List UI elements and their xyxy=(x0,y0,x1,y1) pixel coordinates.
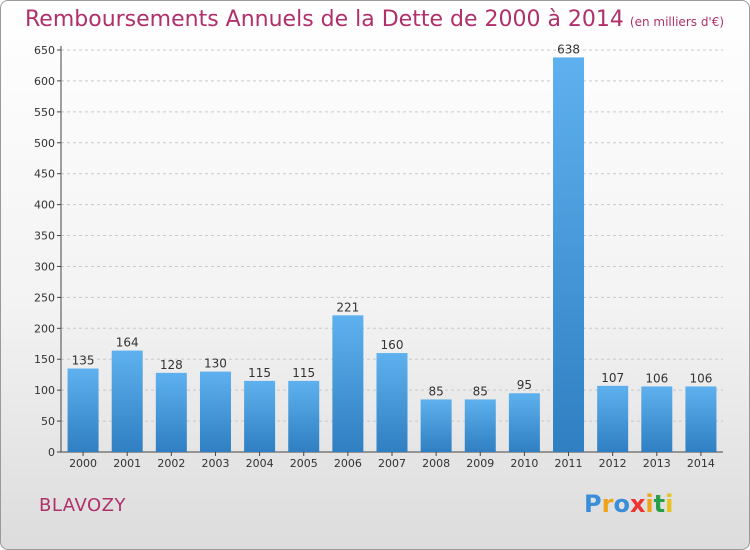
proxiti-logo: Proxiti xyxy=(584,490,674,518)
bar xyxy=(111,350,143,452)
bar-value-label: 95 xyxy=(517,378,532,392)
y-tick-label: 400 xyxy=(34,199,55,212)
bar xyxy=(641,386,673,452)
bar-value-label: 128 xyxy=(160,358,183,372)
bar-value-label: 164 xyxy=(116,336,139,350)
bar-value-label: 130 xyxy=(204,357,227,371)
bar-value-label: 638 xyxy=(557,42,580,56)
y-tick-label: 150 xyxy=(34,353,55,366)
chart-title-text: Remboursements Annuels de la Dette de 20… xyxy=(25,7,624,32)
y-tick-label: 250 xyxy=(34,291,55,304)
y-tick-label: 0 xyxy=(48,446,55,459)
x-tick-label: 2012 xyxy=(599,457,627,470)
x-tick-label: 2001 xyxy=(113,457,141,470)
y-tick-label: 600 xyxy=(34,75,55,88)
bar xyxy=(420,399,452,452)
x-tick-label: 2002 xyxy=(157,457,185,470)
y-tick-label: 300 xyxy=(34,260,55,273)
bar xyxy=(244,380,276,452)
y-tick-label: 50 xyxy=(41,415,55,428)
chart-title: Remboursements Annuels de la Dette de 20… xyxy=(25,7,724,32)
x-tick-label: 2000 xyxy=(69,457,97,470)
place-name: BLAVOZY xyxy=(39,495,126,516)
x-tick-label: 2006 xyxy=(334,457,362,470)
bar xyxy=(508,393,540,452)
x-tick-label: 2003 xyxy=(201,457,229,470)
bar-value-label: 221 xyxy=(336,300,359,314)
bar-value-label: 115 xyxy=(248,366,271,380)
bar-value-label: 85 xyxy=(428,384,443,398)
y-tick-label: 500 xyxy=(34,137,55,150)
x-tick-label: 2008 xyxy=(422,457,450,470)
y-tick-label: 350 xyxy=(34,230,55,243)
x-tick-label: 2014 xyxy=(687,457,715,470)
bar-value-label: 106 xyxy=(689,371,712,385)
bar xyxy=(464,399,496,452)
bar xyxy=(553,57,585,452)
y-tick-label: 450 xyxy=(34,168,55,181)
bar xyxy=(288,380,320,452)
chart-unit: (en milliers d'€) xyxy=(629,15,725,29)
x-tick-label: 2013 xyxy=(643,457,671,470)
bar-value-label: 135 xyxy=(72,354,95,368)
bar xyxy=(199,371,231,452)
bar xyxy=(597,385,629,452)
bar xyxy=(332,315,364,452)
bar-value-label: 160 xyxy=(381,338,404,352)
x-tick-label: 2009 xyxy=(466,457,494,470)
x-tick-label: 2010 xyxy=(510,457,538,470)
x-tick-label: 2004 xyxy=(246,457,274,470)
bar xyxy=(685,386,717,452)
bar-value-label: 106 xyxy=(645,371,668,385)
bar xyxy=(67,368,99,452)
bar xyxy=(155,372,187,452)
bar-value-label: 115 xyxy=(292,366,315,380)
bar-value-label: 85 xyxy=(473,384,488,398)
bar xyxy=(376,353,408,452)
x-tick-label: 2007 xyxy=(378,457,406,470)
x-tick-label: 2005 xyxy=(290,457,318,470)
y-tick-label: 650 xyxy=(34,44,55,57)
y-tick-label: 200 xyxy=(34,322,55,335)
x-tick-label: 2011 xyxy=(555,457,583,470)
y-tick-label: 550 xyxy=(34,106,55,119)
bar-value-label: 107 xyxy=(601,371,624,385)
y-tick-label: 100 xyxy=(34,384,55,397)
